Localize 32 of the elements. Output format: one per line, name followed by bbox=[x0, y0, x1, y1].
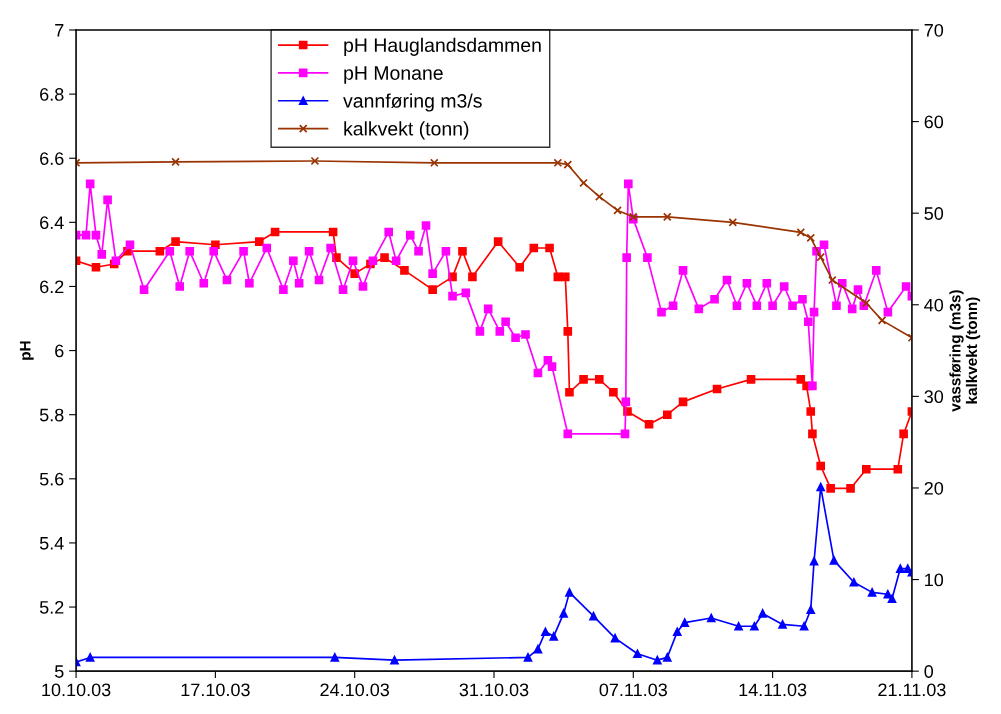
y-tick-label: 5.2 bbox=[39, 600, 64, 614]
y-axis-title: pH bbox=[19, 341, 34, 360]
y2-tick-label: 0 bbox=[924, 665, 934, 678]
y-tick-label: 5.4 bbox=[39, 537, 64, 550]
y-tick-label: 6 bbox=[55, 344, 64, 358]
x-tick-label: 17.10.03 bbox=[181, 683, 250, 697]
y-tick-label: 6.2 bbox=[40, 280, 64, 294]
x-tick-label: 14.11.03 bbox=[739, 683, 807, 697]
y-tick-label: 6.8 bbox=[40, 88, 64, 101]
x-tick-label: 21.11.03 bbox=[878, 683, 946, 697]
y2-tick-label: 50 bbox=[924, 207, 944, 220]
y-tick-label: 7 bbox=[55, 24, 64, 37]
y2-tick-label: 30 bbox=[924, 390, 944, 404]
legend-label: pH Monane bbox=[344, 66, 443, 84]
y-tick-label: 6.6 bbox=[40, 152, 64, 165]
legend-label: pH Hauglandsdammen bbox=[344, 37, 541, 56]
y-tick-label: 5.6 bbox=[39, 472, 64, 486]
x-tick-label: 24.10.03 bbox=[320, 683, 390, 697]
x-tick-label: 10.10.03 bbox=[42, 683, 111, 697]
x-tick-label: 31.10.03 bbox=[459, 683, 529, 697]
y2-tick-label: 10 bbox=[925, 573, 944, 587]
y-tick-label: 5.8 bbox=[39, 408, 64, 422]
x-tick-label: 07.11.03 bbox=[599, 683, 667, 697]
y2-tick-label: 40 bbox=[924, 298, 944, 312]
y2-axis-title: vassføring (m3s) kalkvekt (tonn) bbox=[949, 290, 981, 412]
y-tick-label: 5 bbox=[54, 665, 64, 678]
legend-label: vannføring m3/s bbox=[343, 93, 482, 112]
y2-tick-label: 60 bbox=[924, 115, 944, 129]
y2-tick-label: 70 bbox=[924, 23, 944, 37]
legend-label: kalkvekt (tonn) bbox=[344, 121, 469, 140]
y-tick-label: 6.4 bbox=[40, 216, 64, 230]
y2-tick-label: 20 bbox=[924, 481, 944, 495]
